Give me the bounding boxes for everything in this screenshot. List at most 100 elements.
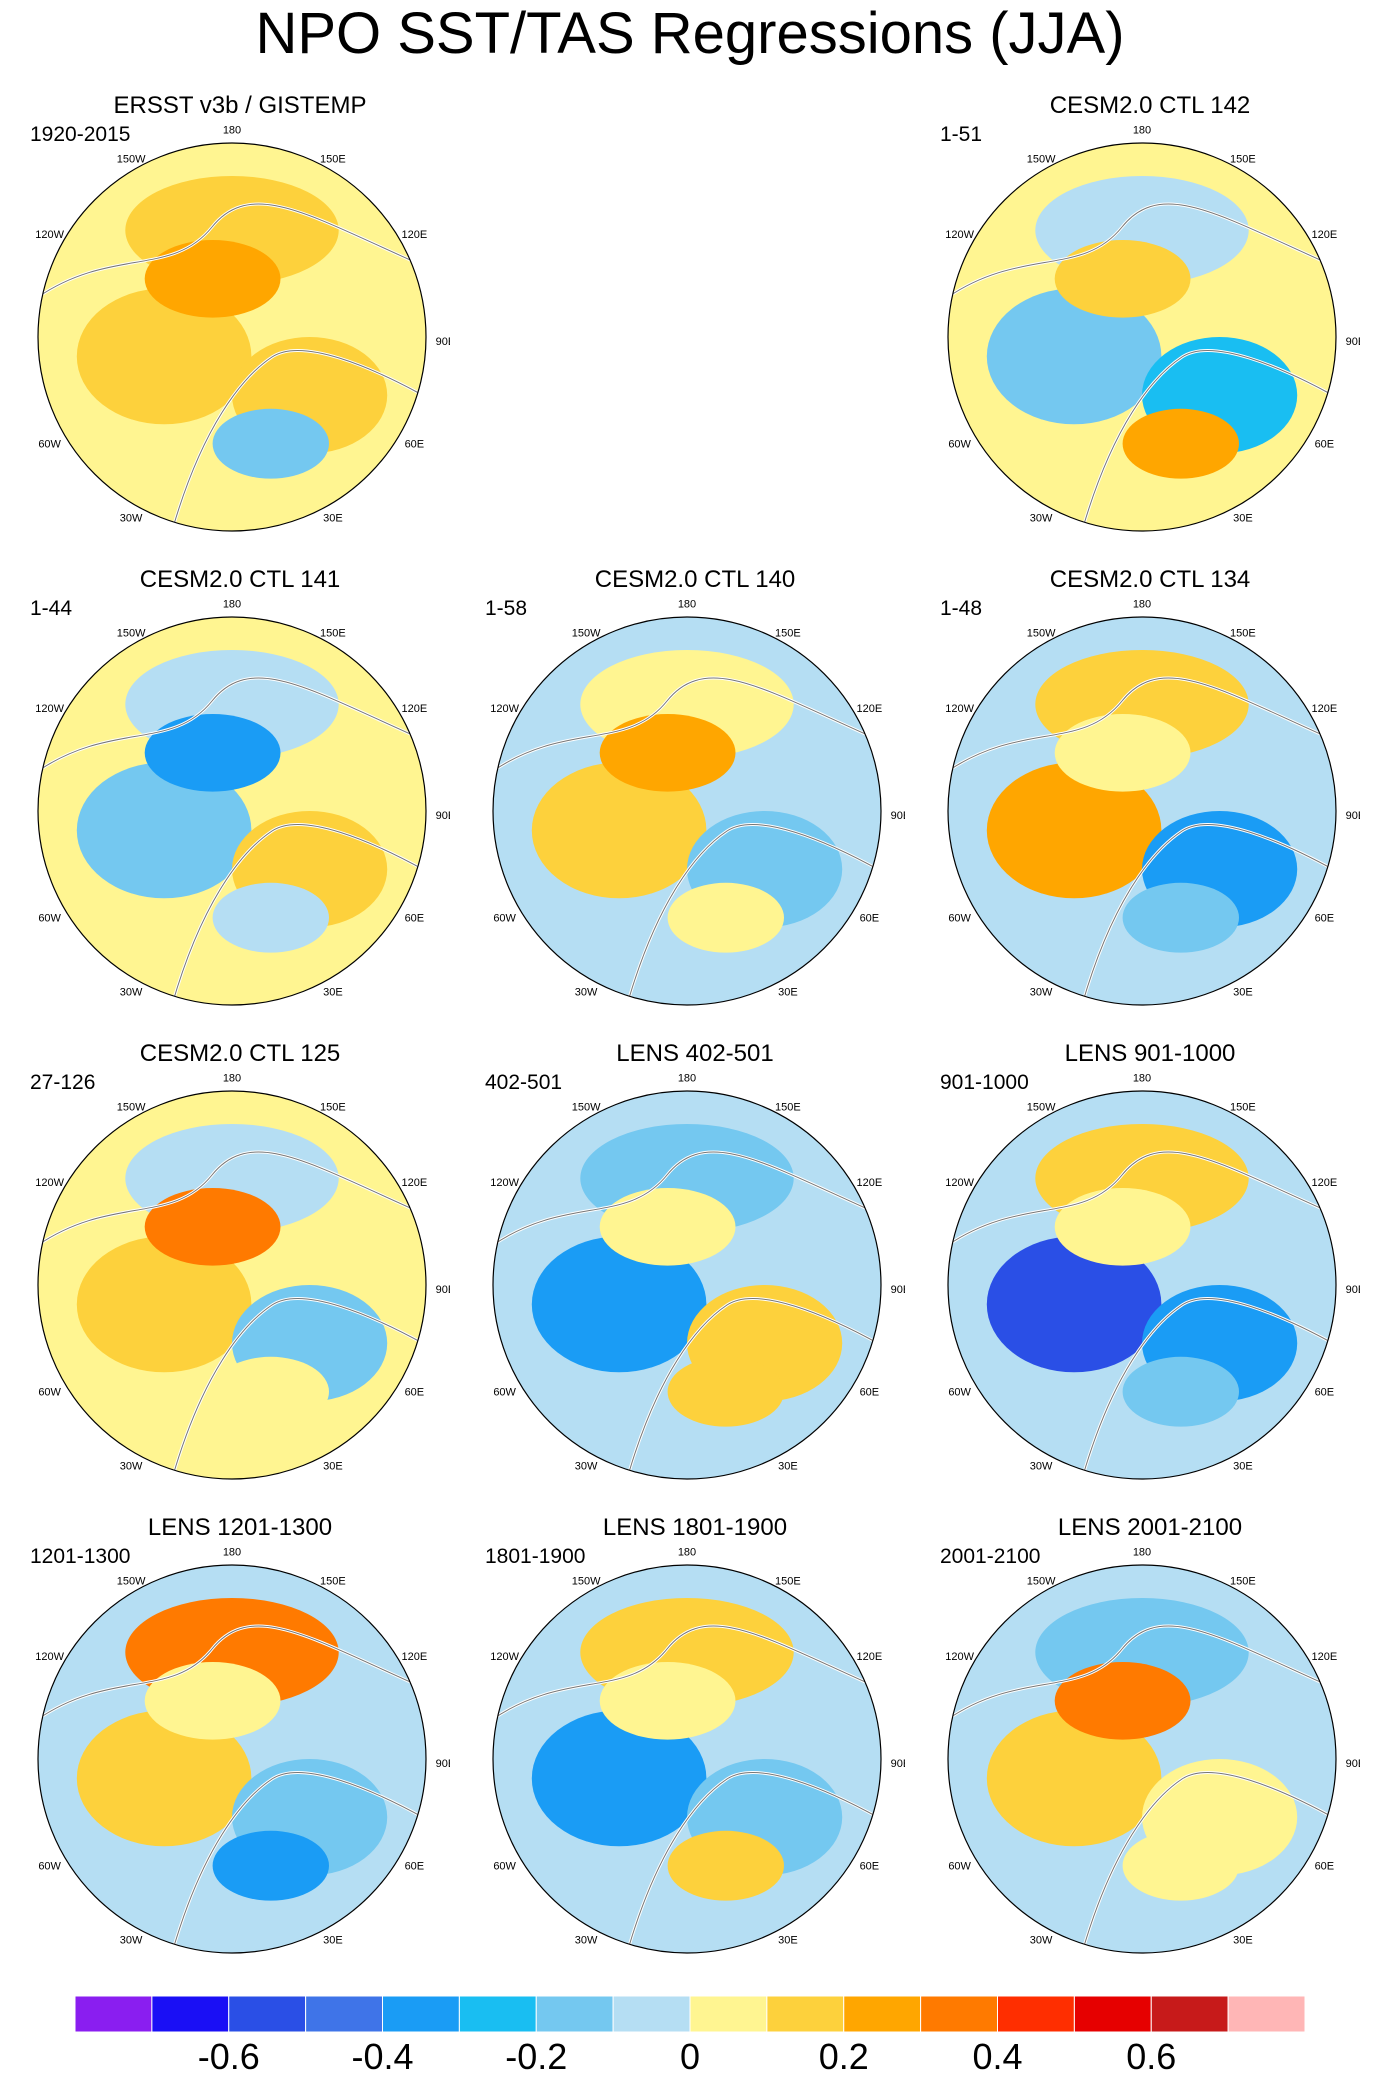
colorbar-swatch <box>458 1996 537 2032</box>
longitude-label: 30W <box>1030 512 1053 524</box>
anomaly-blob <box>76 1710 252 1847</box>
longitude-label: 150E <box>1230 154 1256 166</box>
colorbar-swatch <box>766 1996 845 2032</box>
anomaly-blob <box>1054 1188 1191 1266</box>
map-boundary <box>37 616 427 1006</box>
longitude-label: 120E <box>1312 229 1338 241</box>
map-field <box>948 1091 1336 1479</box>
longitude-label: 30E <box>1233 512 1253 524</box>
longitude-label: 90E <box>436 810 450 822</box>
map-boundary <box>947 1090 1337 1480</box>
map-boundary <box>947 142 1337 532</box>
longitude-label: 120E <box>402 229 428 241</box>
longitude-label: 90E <box>436 1758 450 1770</box>
anomaly-blob <box>1122 408 1239 479</box>
colorbar-swatch <box>535 1996 614 2032</box>
map-field <box>948 143 1336 531</box>
longitude-label: 150E <box>320 154 346 166</box>
panel-period: 402-501 <box>485 1071 563 1094</box>
longitude-label: 90E <box>1346 336 1360 348</box>
longitude-label: 30E <box>323 1460 343 1472</box>
map-field <box>493 1091 881 1479</box>
longitude-label: 30W <box>120 512 143 524</box>
coastline <box>1081 824 1336 1005</box>
colorbar-swatch <box>151 1996 230 2032</box>
longitude-label: 120E <box>402 703 428 715</box>
longitude-label: 30W <box>120 1460 143 1472</box>
polar-map: 1800150W150E120W120E90W90E60W60E30W30E <box>30 1072 450 1480</box>
longitude-label: 90W <box>485 1284 486 1296</box>
polar-map: 1800150W150E120W120E90W90E60W60E30W30E <box>30 124 450 532</box>
longitude-label: 30E <box>1233 986 1253 998</box>
longitude-label: 60W <box>948 913 971 925</box>
coastline <box>948 203 1336 298</box>
longitude-label: 120E <box>402 1177 428 1189</box>
map-field <box>38 617 426 1005</box>
map-boundary <box>492 616 882 1006</box>
panel-period: 27-126 <box>30 1071 96 1094</box>
anomaly-blob <box>144 1188 281 1266</box>
colorbar-tick-labels: -0.6 -0.4 -0.2 0 0.2 0.4 0.6 <box>0 2037 1380 2081</box>
panel-title: LENS 1201-1300 <box>147 1514 333 1541</box>
longitude-label: 180 <box>678 598 696 610</box>
longitude-label: 60E <box>405 1861 425 1873</box>
longitude-label: 60W <box>948 439 971 451</box>
longitude-label: 30E <box>1233 1934 1253 1946</box>
longitude-label: 30W <box>120 986 143 998</box>
longitude-label: 90W <box>485 810 486 822</box>
map-field <box>948 617 1336 1005</box>
coastline <box>493 1625 881 1720</box>
polar-map: 1800150W150E120W120E90W90E60W60E30W30E <box>485 1546 905 1954</box>
coastline <box>493 1151 881 1246</box>
map-panel: 1800150W150E120W120E90W90E60W60E30W30ECE… <box>940 92 1360 532</box>
longitude-label: 150W <box>1027 154 1056 166</box>
longitude-label: 150E <box>320 1576 346 1588</box>
colorbar-tick-label: -0.2 <box>505 2036 568 2077</box>
longitude-label: 120W <box>35 229 64 241</box>
longitude-label: 60E <box>1315 913 1335 925</box>
longitude-label: 150W <box>117 154 146 166</box>
longitude-label: 90W <box>940 1284 941 1296</box>
longitude-label: 150W <box>117 628 146 640</box>
map-boundary <box>37 142 427 532</box>
longitude-label: 60W <box>38 1387 61 1399</box>
anomaly-blob <box>1054 240 1191 318</box>
longitude-label: 90E <box>436 336 450 348</box>
panel-title: CESM2.0 CTL 142 <box>1049 92 1251 119</box>
anomaly-blob <box>667 882 784 953</box>
panel-period: 1-58 <box>485 597 528 620</box>
longitude-label: 150E <box>1230 628 1256 640</box>
colorbar-tick-label: 0.6 <box>1126 2036 1177 2077</box>
longitude-label: 150E <box>1230 1102 1256 1114</box>
longitude-label: 150W <box>1027 628 1056 640</box>
polar-map: 1800150W150E120W120E90W90E60W60E30W30E <box>940 1546 1360 1954</box>
longitude-label: 30W <box>575 1934 598 1946</box>
colorbar-tick-label: 0.2 <box>818 2036 869 2077</box>
map-panel: 1800150W150E120W120E90W90E60W60E30W30EER… <box>30 92 450 532</box>
longitude-label: 60E <box>405 439 425 451</box>
longitude-label: 60W <box>38 439 61 451</box>
coastline <box>948 677 1336 772</box>
longitude-label: 180 <box>1133 124 1151 136</box>
anomaly-blob <box>212 882 329 953</box>
coastline <box>948 1625 1336 1720</box>
longitude-label: 60E <box>405 913 425 925</box>
map-boundary <box>37 1564 427 1954</box>
coastline <box>38 203 426 298</box>
colorbar-swatch <box>689 1996 768 2032</box>
longitude-label: 30E <box>778 986 798 998</box>
coastline <box>948 1151 1336 1246</box>
colorbar-swatch <box>228 1996 307 2032</box>
longitude-label: 90E <box>891 1284 905 1296</box>
anomaly-blob <box>212 1356 329 1427</box>
map-panel: 1800150W150E120W120E90W90E60W60E30W30ECE… <box>940 566 1360 1006</box>
longitude-label: 30E <box>1233 1460 1253 1472</box>
coastline <box>171 1298 426 1479</box>
longitude-label: 120E <box>857 1177 883 1189</box>
map-panel: 1800150W150E120W120E90W90E60W60E30W30E LE… <box>940 1514 1360 1954</box>
longitude-label: 120W <box>490 703 519 715</box>
map-boundary <box>492 1564 882 1954</box>
longitude-label: 180 <box>1133 1072 1151 1084</box>
longitude-label: 90E <box>1346 810 1360 822</box>
panel-title: LENS 2001-2100 <box>1057 1514 1243 1541</box>
